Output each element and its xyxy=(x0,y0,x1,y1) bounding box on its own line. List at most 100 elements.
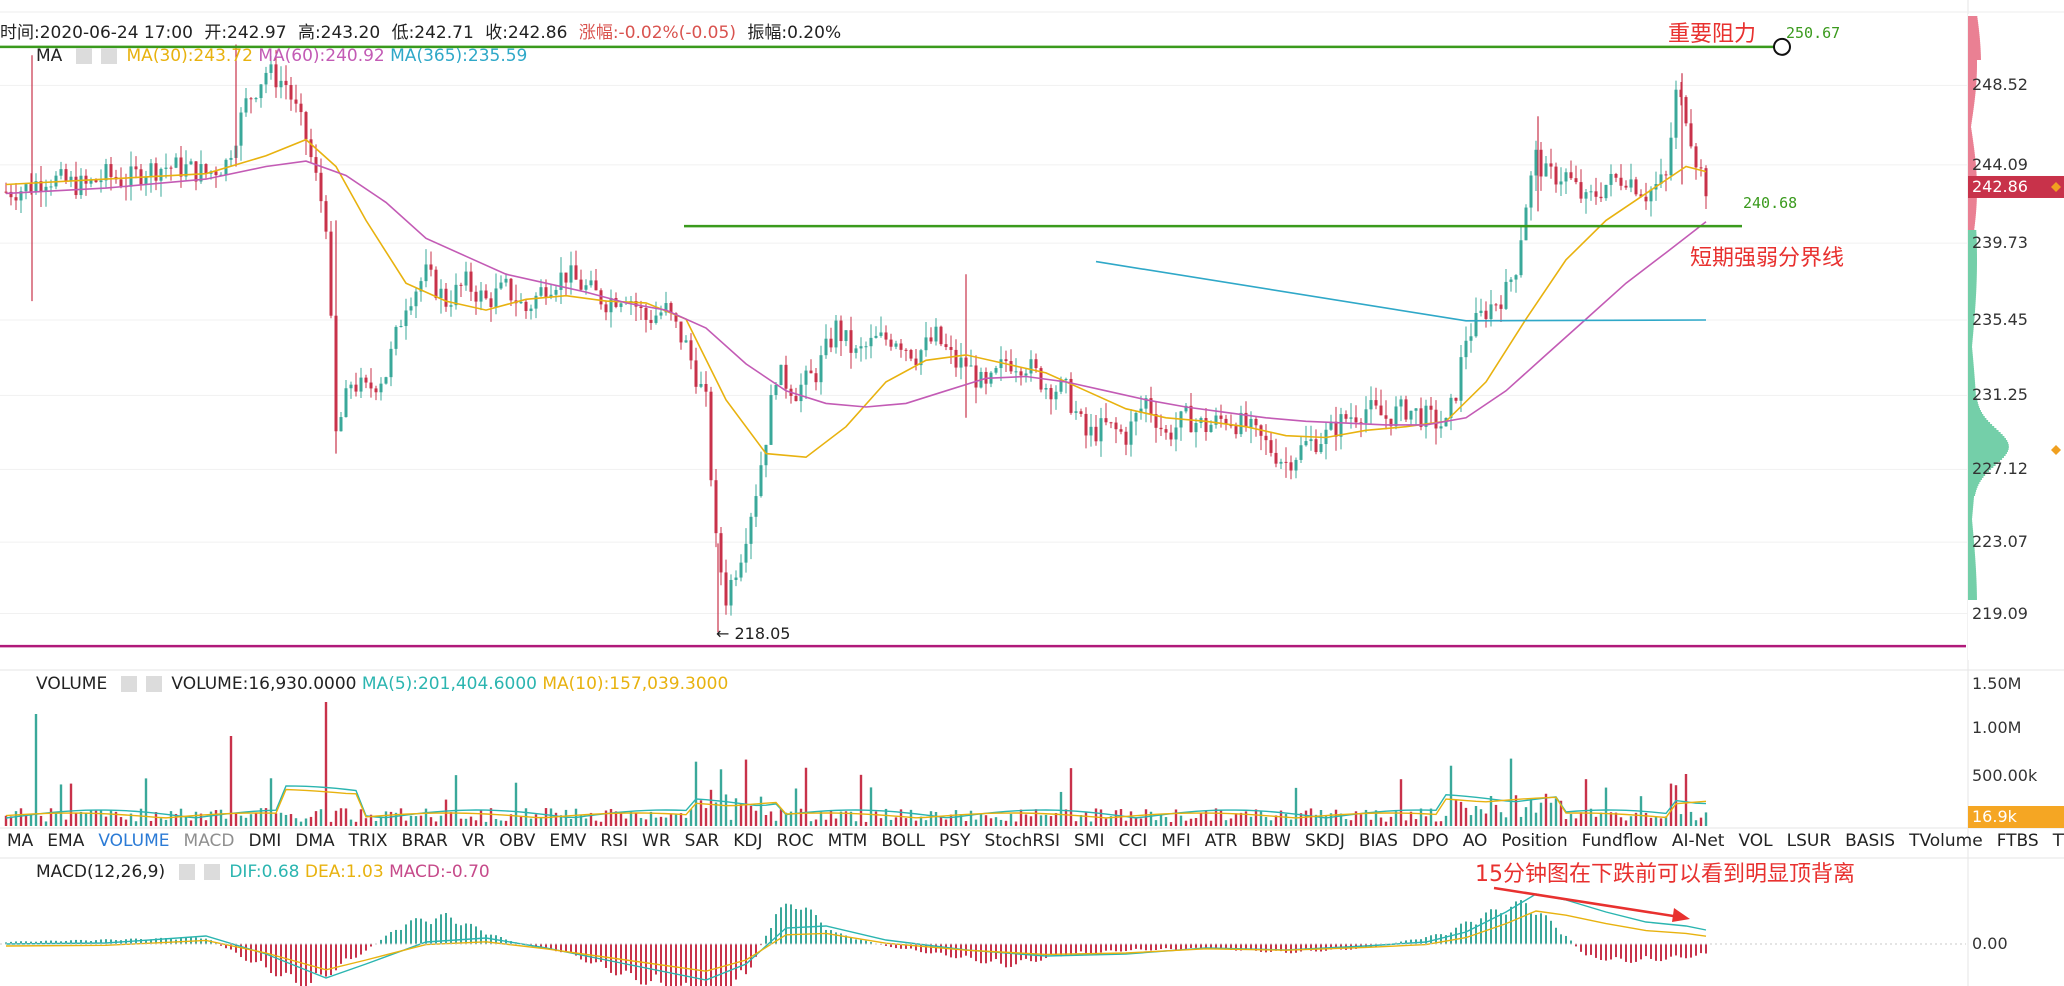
volume-bar xyxy=(54,812,58,826)
macd-histogram-bar xyxy=(1190,944,1192,948)
info-change: 涨幅:-0.02%(-0.05) xyxy=(578,23,736,43)
volume-profile-bar xyxy=(1968,502,1974,504)
volume-profile-bar xyxy=(1968,272,1977,274)
tab-bias[interactable]: BIAS xyxy=(1358,831,1398,851)
ma60-value: MA(60):240.92 xyxy=(258,46,385,66)
close-icon[interactable] xyxy=(146,676,162,692)
tab-tvolume[interactable]: TVolume xyxy=(1909,831,1983,851)
macd-histogram-bar xyxy=(335,944,337,971)
volume-bar xyxy=(1134,817,1138,826)
tab-ao[interactable]: AO xyxy=(1462,831,1488,851)
tab-mtm[interactable]: MTM xyxy=(827,831,868,851)
volume-bar xyxy=(479,809,483,826)
candle-body xyxy=(1339,414,1343,437)
candle-body xyxy=(204,164,208,174)
tab-vr[interactable]: VR xyxy=(461,831,486,851)
volume-bar xyxy=(1359,814,1363,826)
candle-body xyxy=(969,365,973,367)
volume-bar xyxy=(129,813,133,826)
tab-vol[interactable]: VOL xyxy=(1738,831,1773,851)
volume-profile-bar xyxy=(1968,206,1977,208)
tab-ftbs[interactable]: FTBS xyxy=(1996,831,2039,851)
volume-bar xyxy=(89,809,93,826)
candle-body xyxy=(164,167,168,169)
tab-bbw[interactable]: BBW xyxy=(1251,831,1291,851)
volume-profile-bar xyxy=(1968,112,1974,114)
tab-sar[interactable]: SAR xyxy=(684,831,720,851)
volume-ma10: MA(10):157,039.3000 xyxy=(542,674,729,694)
tab-boll[interactable]: BOLL xyxy=(881,831,925,851)
candle-body xyxy=(949,347,953,350)
tab-ma[interactable]: MA xyxy=(7,831,34,851)
volume-bar xyxy=(1384,821,1388,826)
volume-profile-bar xyxy=(1968,258,1977,260)
volume-bar xyxy=(124,819,128,826)
tab-lsur[interactable]: LSUR xyxy=(1786,831,1832,851)
settings-icon[interactable] xyxy=(120,676,137,692)
volume-bar xyxy=(954,810,958,826)
candle-body xyxy=(1664,174,1668,176)
settings-icon[interactable] xyxy=(178,864,195,880)
volume-profile-bar xyxy=(1968,144,1974,146)
candle-body xyxy=(1454,397,1458,401)
volume-profile-bar xyxy=(1968,146,1974,148)
macd-histogram-bar xyxy=(1285,944,1287,953)
tab-stochrsi[interactable]: StochRSI xyxy=(984,831,1061,851)
volume-profile-bar xyxy=(1968,510,1973,512)
candle-body xyxy=(1609,173,1613,185)
tab-smi[interactable]: SMI xyxy=(1074,831,1105,851)
tab-dpo[interactable]: DPO xyxy=(1411,831,1449,851)
tab-dmi[interactable]: DMI xyxy=(248,831,282,851)
tab-roc[interactable]: ROC xyxy=(776,831,814,851)
volume-bar xyxy=(874,811,878,826)
volume-bar xyxy=(764,815,768,826)
candle-body xyxy=(89,179,93,184)
macd-histogram-bar xyxy=(30,941,32,944)
volume-profile-bar xyxy=(1968,350,1973,352)
volume-profile-bar xyxy=(1968,284,1977,286)
volume-bar xyxy=(1669,783,1673,826)
tab-wr[interactable]: WR xyxy=(642,831,671,851)
tab-ai-net[interactable]: AI-Net xyxy=(1671,831,1725,851)
volume-bar xyxy=(154,812,158,826)
candle-body xyxy=(339,417,343,432)
tab-rsi[interactable]: RSI xyxy=(600,831,629,851)
volume-profile-bar xyxy=(1968,168,1977,170)
tab-atr[interactable]: ATR xyxy=(1204,831,1238,851)
tab-position[interactable]: Position xyxy=(1501,831,1568,851)
tab-brar[interactable]: BRAR xyxy=(401,831,448,851)
tab-emv[interactable]: EMV xyxy=(549,831,587,851)
tab-cci[interactable]: CCI xyxy=(1118,831,1148,851)
tab-ema[interactable]: EMA xyxy=(47,831,85,851)
candle-body xyxy=(589,280,593,286)
tab-trix[interactable]: TRIX xyxy=(348,831,388,851)
tab-psy[interactable]: PSY xyxy=(939,831,971,851)
volume-profile-bar xyxy=(1968,528,1973,530)
tab-fundflow[interactable]: Fundflow xyxy=(1581,831,1658,851)
volume-profile-bar xyxy=(1968,262,1977,264)
macd-histogram-bar xyxy=(1500,913,1502,944)
volume-profile-bar xyxy=(1968,346,1973,348)
tab-volume[interactable]: VOLUME xyxy=(98,831,170,851)
macd-histogram-bar xyxy=(1030,944,1032,962)
volume-bar xyxy=(1529,798,1533,826)
volume-profile-bar xyxy=(1968,546,1975,548)
volume-profile-bar xyxy=(1968,490,1977,492)
volume-bar xyxy=(1029,816,1033,826)
candle-body xyxy=(879,332,883,336)
tab-dma[interactable]: DMA xyxy=(295,831,335,851)
close-icon[interactable] xyxy=(101,48,118,64)
macd-histogram-bar xyxy=(25,941,27,944)
tab-ttsi[interactable]: TTSI xyxy=(2052,831,2064,851)
tab-mfi[interactable]: MFI xyxy=(1161,831,1191,851)
close-icon[interactable] xyxy=(203,864,220,880)
tab-obv[interactable]: OBV xyxy=(499,831,536,851)
tab-kdj[interactable]: KDJ xyxy=(733,831,763,851)
tab-macd[interactable]: MACD xyxy=(183,831,235,851)
tab-basis[interactable]: BASIS xyxy=(1845,831,1896,851)
settings-icon[interactable] xyxy=(75,48,92,64)
volume-bar xyxy=(664,817,668,826)
tab-skdj[interactable]: SKDJ xyxy=(1304,831,1345,851)
macd-histogram-bar xyxy=(1420,939,1422,944)
